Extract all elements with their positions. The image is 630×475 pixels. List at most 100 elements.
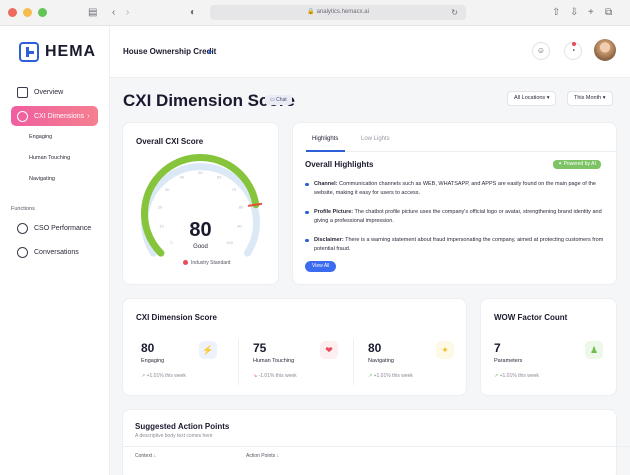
metric-value: 75	[253, 341, 267, 355]
metric-trend-text: +1.01% this week	[373, 373, 413, 379]
metric-trend: ↗ +1.01% this week	[141, 373, 186, 379]
sparkle-icon: ✦	[558, 161, 564, 167]
view-all-button[interactable]: View All	[305, 261, 337, 272]
heart-icon: ❤	[320, 341, 338, 359]
tab-low-lights[interactable]: Low Lights	[361, 136, 390, 142]
forward-icon[interactable]: ›	[126, 7, 130, 18]
ai-badge-label: Powered by AI	[563, 161, 596, 167]
overall-cxi-title: Overall CXI Score	[136, 137, 204, 146]
metric-trend: ↗ +1.01% this week	[368, 373, 413, 379]
highlight-item-text: Communication channels such as WEB, WHAT…	[314, 181, 596, 196]
hema-logo-icon	[19, 42, 39, 62]
home-icon	[17, 86, 28, 98]
gauge-tick-label: 60	[217, 175, 222, 180]
sidebar-item-conversations[interactable]: Conversations	[11, 242, 98, 262]
send-icon[interactable]: ➤	[207, 49, 213, 56]
wow-factor-card: WOW Factor Count 7 Parameters ↗ +1.01% t…	[480, 298, 617, 396]
gauge-tick-label: 10	[159, 224, 164, 229]
logo[interactable]: HEMA	[19, 40, 96, 64]
chat-icon	[17, 246, 28, 258]
metric-label: Navigating	[368, 358, 394, 364]
cxi-gauge: 0 10 20 30 40 50 60 70 80 90 100	[141, 154, 262, 257]
tab-highlights[interactable]: Highlights	[312, 136, 339, 142]
overall-cxi-card: Overall CXI Score 0 10 20 30 40 50 60 70 80 90 100…	[122, 122, 279, 285]
overall-score-rating: Good	[193, 244, 208, 250]
highlight-item: Channel: Communication channels such as …	[305, 180, 617, 197]
metric-value: 7	[494, 341, 501, 355]
subnav-human-touching[interactable]: Human Touching	[29, 155, 71, 161]
lock-icon: 🔒	[307, 9, 315, 15]
chevron-down-icon: ▾	[546, 95, 550, 101]
metric-divider	[238, 339, 239, 385]
minimize-window-dot[interactable]	[23, 8, 32, 17]
column-header-action-points[interactable]: Action Points ↓	[246, 453, 280, 459]
layers-icon	[17, 110, 28, 122]
maximize-window-dot[interactable]	[38, 8, 47, 17]
bell-icon: ◔	[570, 46, 576, 55]
gauge-tick-label: 50	[198, 170, 203, 175]
location-dropdown-value: All Locations	[514, 95, 546, 101]
share-icon[interactable]: ⇧	[552, 7, 561, 18]
highlight-item-label: Profile Picture:	[314, 209, 354, 215]
wow-factor-title: WOW Factor Count	[494, 313, 568, 322]
chevron-down-icon: ▾	[602, 95, 606, 101]
page-title: CXI Dimension Score	[123, 91, 295, 110]
download-icon[interactable]: ⇩	[570, 7, 579, 18]
table-header-divider	[123, 446, 630, 447]
address-bar[interactable]: 🔒 analytics.hemacx.ai ↻	[210, 5, 466, 20]
metric-label: Parameters	[494, 358, 523, 364]
subnav-engaging[interactable]: Engaging	[29, 134, 53, 140]
location-dropdown[interactable]: All Locations ▾	[507, 91, 557, 106]
highlight-item-text: The chatbot profile picture uses the com…	[314, 209, 602, 224]
sidebar-item-cxi-dimensions[interactable]: CXI Dimensions ›	[11, 106, 98, 126]
sidebar-item-label: Overview	[34, 88, 64, 96]
sidebar-item-cso-performance[interactable]: CSO Performance	[11, 218, 98, 238]
compass-icon: ✦	[436, 341, 454, 359]
close-window-dot[interactable]	[8, 8, 17, 17]
tabs-overview-icon[interactable]: ⧉	[605, 7, 613, 18]
new-tab-icon[interactable]: +	[588, 7, 594, 18]
chat-badge[interactable]: ▭ Chat	[265, 95, 292, 105]
period-dropdown[interactable]: This Month ▾	[567, 91, 613, 106]
reload-icon[interactable]: ↻	[451, 8, 458, 17]
avatar[interactable]	[594, 39, 616, 61]
shield-privacy-icon[interactable]: ◐	[190, 7, 197, 18]
metric-divider	[353, 339, 354, 385]
tab-divider	[306, 151, 616, 152]
action-points-title: Suggested Action Points	[135, 422, 230, 431]
column-header-context[interactable]: Context ↓	[135, 453, 157, 459]
trend-down-icon: ↘	[253, 373, 258, 379]
trend-up-icon: ↗	[494, 373, 499, 379]
gauge-tick-label: 90	[237, 224, 242, 229]
users-icon	[17, 222, 28, 234]
chat-bubble-icon: ▭	[270, 97, 277, 103]
metric-value: 80	[141, 341, 155, 355]
person-icon: ♟	[585, 341, 603, 359]
highlight-item-label: Disclaimer:	[314, 237, 344, 243]
gauge-ticks: 0 10 20 30 40 50 60 70 80 90 100	[158, 170, 244, 245]
trend-up-icon: ↗	[368, 373, 373, 379]
sidebar-item-label: CSO Performance	[34, 224, 92, 232]
url-text: analytics.hemacx.ai	[316, 9, 369, 15]
subnav-navigating[interactable]: Navigating	[29, 176, 55, 182]
user-circle-icon: ☺	[536, 46, 546, 55]
notification-dot	[572, 42, 576, 46]
sidebar-item-label: Conversations	[34, 248, 79, 256]
metric-wow-parameters: 7 Parameters ↗ +1.01% this week	[494, 341, 539, 379]
highlight-item-label: Channel:	[314, 181, 338, 187]
profile-settings-button[interactable]: ☺	[532, 42, 550, 60]
browser-toolbar: ▤ ‹ › ◐ 🔒 analytics.hemacx.ai ↻ ⇧ ⇩ + ⧉	[0, 0, 630, 26]
active-tab-indicator	[306, 150, 345, 152]
metric-human-touching: 75 Human Touching ↘ -1.01% this week	[253, 341, 297, 379]
sidebar: HEMA Overview CXI Dimensions › Engaging …	[0, 26, 110, 475]
metric-trend-text: +1.01% this week	[146, 373, 186, 379]
sidebar-item-overview[interactable]: Overview	[11, 82, 98, 102]
gauge-tick-label: 30	[165, 187, 170, 192]
period-dropdown-value: This Month	[574, 95, 602, 101]
project-title[interactable]: House Ownership Credit	[123, 47, 217, 56]
back-icon[interactable]: ‹	[112, 7, 116, 18]
gauge-tick-label: 80	[239, 205, 244, 210]
highlight-item-text: There is a warning statement about fraud…	[314, 237, 604, 252]
sidebar-item-label: CXI Dimensions	[34, 112, 85, 120]
sidebar-toggle-icon[interactable]: ▤	[88, 7, 98, 18]
